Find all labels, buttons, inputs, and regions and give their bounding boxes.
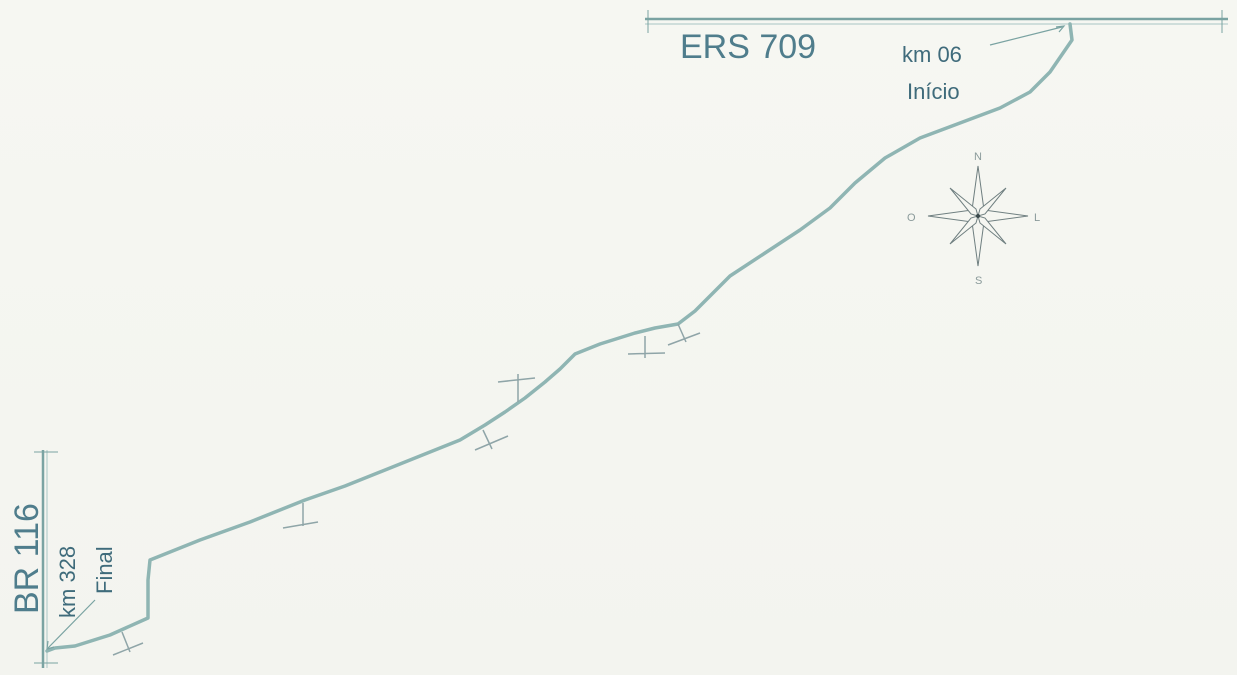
compass-north: N: [974, 151, 982, 163]
br-116-label: BR 116: [8, 503, 46, 614]
ers-709-road: [645, 10, 1228, 33]
compass-south: S: [975, 275, 982, 287]
start-point-label: Início: [907, 79, 960, 104]
end-point-label: Final: [92, 546, 117, 594]
start-km-label: km 06: [902, 42, 962, 67]
br-116-road: [34, 450, 58, 668]
compass-west: O: [907, 212, 916, 224]
end-km-label: km 328: [55, 546, 80, 618]
compass-east: L: [1034, 212, 1040, 224]
compass-rose-icon: [927, 165, 1029, 267]
route-crossings: [112, 323, 701, 656]
route-path: [45, 22, 1074, 653]
leader-lines: [46, 25, 1066, 650]
ers-709-label: ERS 709: [680, 28, 816, 66]
